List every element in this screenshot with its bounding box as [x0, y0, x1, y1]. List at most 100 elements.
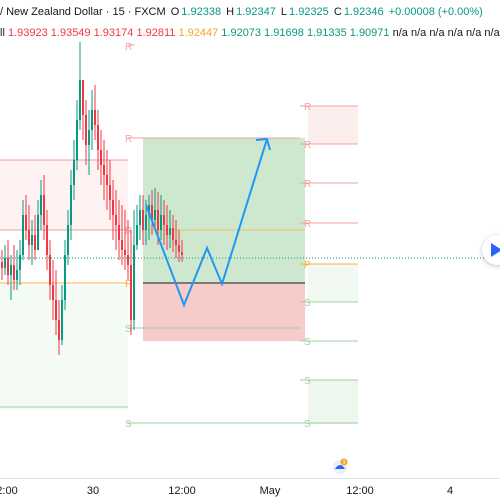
pivot-label: S: [304, 419, 311, 430]
candle-body: [166, 225, 168, 235]
candle-body: [16, 270, 18, 280]
candle-body: [7, 258, 9, 275]
indicator-value: 1.93923: [7, 27, 48, 39]
candle-body: [91, 110, 93, 130]
indicator-value: 1.92073: [221, 27, 262, 39]
pivot-label: R: [304, 102, 311, 113]
open-label: O: [170, 6, 180, 18]
candle-body: [142, 210, 144, 230]
candle-body: [46, 225, 48, 255]
notification-badge-icon[interactable]: 3: [331, 457, 349, 475]
candle-body: [103, 165, 105, 175]
indicator-na: n/a: [466, 27, 482, 39]
projection-path[interactable]: [145, 138, 268, 308]
candle-body: [4, 258, 6, 268]
candle-body: [112, 200, 114, 215]
time-tick: May: [259, 485, 281, 497]
pivot-label: R: [304, 179, 311, 190]
candle-body: [79, 80, 81, 120]
candle-body: [139, 210, 141, 225]
indicator-na: n/a: [447, 27, 463, 39]
indicator-value: 1.90971: [349, 27, 390, 39]
candle-body: [109, 185, 111, 200]
candle-body: [172, 228, 174, 240]
pivot-label: S: [125, 419, 132, 430]
symbol-legend[interactable]: / New Zealand Dollar · 15 · FXCM O 1.9233…: [0, 6, 485, 18]
change-value: +0.00008 (+0.00%): [388, 6, 483, 18]
pivot-label: R: [125, 226, 132, 237]
symbol-title[interactable]: / New Zealand Dollar · 15 · FXCM: [0, 6, 166, 18]
pivot-label: R: [125, 42, 132, 53]
play-button[interactable]: [482, 235, 500, 265]
projection-arrowhead: [255, 137, 271, 151]
candle-body: [169, 228, 171, 235]
candle-body: [115, 215, 117, 225]
close-label: C: [333, 6, 342, 18]
low-value: 1.92325: [289, 6, 329, 18]
candle-body: [64, 255, 66, 300]
candle-body: [160, 215, 162, 230]
candle-body: [70, 185, 72, 225]
time-tick: 2:00: [0, 485, 18, 497]
candle-body: [157, 210, 159, 230]
candle-body: [118, 225, 120, 240]
candle-body: [127, 255, 129, 265]
candle-body: [40, 195, 42, 215]
candle-body: [67, 225, 69, 255]
indicator-na: n/a: [410, 27, 427, 39]
pivot-zone-left-upper: [0, 160, 128, 230]
indicator-value: 1.92447: [178, 27, 219, 39]
candle-body: [13, 265, 15, 280]
time-tick: 30: [86, 485, 100, 497]
candle-body: [85, 115, 87, 145]
candle-body: [106, 175, 108, 185]
low-label: L: [280, 6, 288, 18]
pivot-label: P: [125, 279, 132, 290]
candle-body: [76, 120, 78, 160]
pivot-label: R: [304, 140, 311, 151]
candle-body: [136, 225, 138, 245]
candle-body: [163, 215, 165, 225]
pivot-label: R: [304, 219, 311, 230]
candle-body: [100, 150, 102, 165]
candle-body: [22, 215, 24, 255]
pivot-zone-right-lower: [308, 380, 358, 424]
pivot-label: S: [304, 298, 311, 309]
time-tick: 4: [446, 485, 454, 497]
pivot-label: S: [304, 337, 311, 348]
pivot-label: S: [304, 376, 311, 387]
indicator-value: 1.92811: [136, 27, 176, 39]
candle-body: [31, 235, 33, 245]
indicator-value: 1.93174: [93, 27, 134, 39]
candle-body: [19, 255, 21, 270]
high-value: 1.92347: [236, 6, 276, 18]
position-stop-zone[interactable]: [143, 283, 305, 341]
indicator-na: n/a: [484, 27, 500, 39]
indicator-na: n/a: [392, 27, 408, 39]
candle-body: [124, 250, 126, 255]
pivot-label: P: [304, 260, 311, 271]
candlestick-series[interactable]: [1, 42, 183, 355]
candle-body: [154, 210, 156, 220]
candle-body: [55, 300, 57, 320]
time-axis[interactable]: 2:00 30 12:00 May 12:00 4: [0, 478, 500, 501]
candle-body: [181, 252, 183, 255]
pivot-zone-right-upper: [308, 106, 358, 144]
candle-body: [58, 320, 60, 340]
candle-body: [28, 230, 30, 245]
pivot-zone-right-mid: [308, 264, 358, 302]
candle-body: [148, 205, 150, 215]
candle-body: [25, 215, 27, 230]
open-value: 1.92338: [181, 6, 222, 18]
close-value: 1.92346: [343, 6, 384, 18]
indicator-value: 1.91698: [264, 27, 304, 39]
candle-body: [121, 240, 123, 250]
candle-body: [94, 110, 96, 125]
time-tick: 12:00: [346, 485, 374, 497]
indicator-legend[interactable]: ll 1.93923 1.93549 1.93174 1.92811 1.924…: [0, 27, 500, 39]
candle-body: [10, 265, 12, 275]
candle-body: [151, 205, 153, 220]
pivot-zone-left-lower: [0, 285, 128, 410]
candle-body: [130, 265, 132, 320]
